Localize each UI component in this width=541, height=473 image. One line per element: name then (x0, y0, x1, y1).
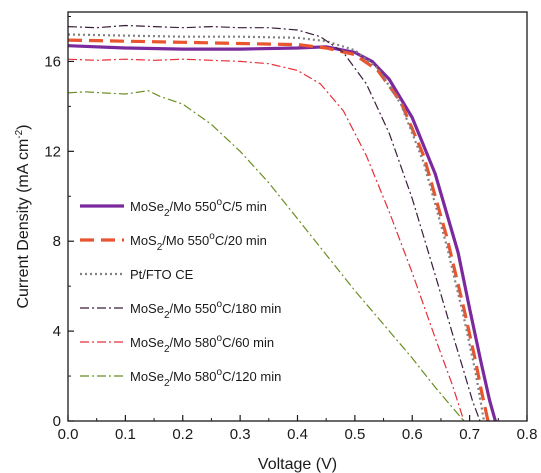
x-tick-label: 0.2 (172, 426, 193, 443)
legend-item-1: MoSe2/Mo 550oC/5 min (80, 197, 267, 219)
x-tick-label: 0.5 (344, 426, 365, 443)
legend-item-4: MoSe2/Mo 550oC/180 min (80, 299, 281, 321)
y-axis-title: Current Density (mA cm-2) (14, 124, 32, 308)
y-axis-title-main: Current Density (mA cm (15, 139, 32, 309)
y-tick-label: 0 (53, 413, 61, 430)
legend-item-6: MoSe2/Mo 580oC/120 min (80, 367, 281, 389)
y-tick-label: 16 (44, 53, 61, 70)
x-tick-label: 0.1 (115, 426, 136, 443)
legend-label: MoSe2/Mo 550oC/180 min (130, 299, 281, 321)
legend-label: MoSe2/Mo 580oC/60 min (130, 333, 274, 355)
y-axis-title-superscript: -2 (14, 129, 25, 138)
x-tick-label: 0.0 (58, 426, 79, 443)
y-tick-label: 8 (53, 233, 61, 250)
legend-item-5: MoSe2/Mo 580oC/60 min (80, 333, 274, 355)
legend: MoSe2/Mo 550oC/5 min MoS2/Mo 550oC/20 min… (80, 197, 281, 389)
series-line-2 (68, 38, 490, 421)
legend-item-2: MoS2/Mo 550oC/20 min (80, 231, 267, 253)
legend-item-3: Pt/FTO CE (80, 267, 194, 282)
x-tick-label: 0.6 (402, 426, 423, 443)
y-axis-title-close: ) (15, 124, 32, 129)
series-line-3 (68, 33, 486, 421)
y-tick-label: 4 (53, 323, 61, 340)
y-tick-label: 12 (44, 143, 61, 160)
plot-frame (67, 11, 528, 422)
series-line-5 (68, 58, 465, 421)
x-tick-label: 0.8 (517, 426, 538, 443)
series-line-1 (68, 44, 497, 421)
x-tick-label: 0.7 (459, 426, 480, 443)
series-layer (68, 24, 497, 421)
tick-layer: 0.0 0.1 0.2 0.3 0.4 0.5 0.6 0.7 0.8 0 4 8 12 16 (44, 15, 538, 443)
legend-label: MoSe2/Mo 550oC/5 min (130, 197, 267, 219)
legend-label: Pt/FTO CE (130, 267, 194, 282)
x-tick-label: 0.4 (287, 426, 308, 443)
x-tick-label: 0.3 (230, 426, 251, 443)
series-line-6 (68, 90, 465, 421)
legend-label: MoS2/Mo 550oC/20 min (130, 231, 267, 253)
x-axis-title: Voltage (V) (258, 456, 337, 473)
legend-label: MoSe2/Mo 580oC/120 min (130, 367, 281, 389)
series-line-4 (68, 24, 481, 421)
